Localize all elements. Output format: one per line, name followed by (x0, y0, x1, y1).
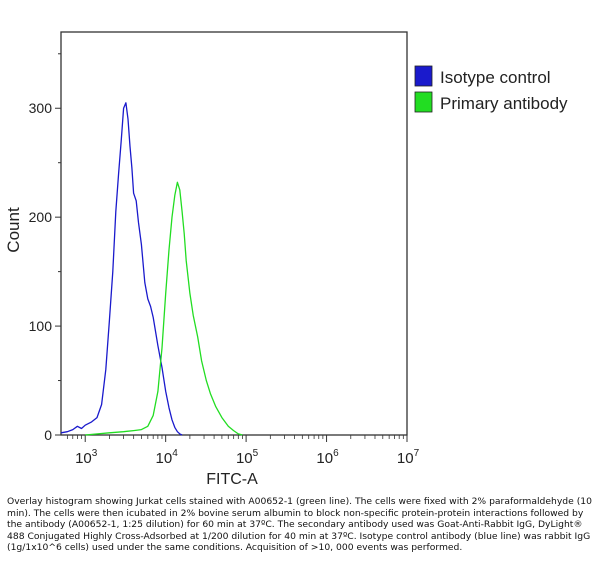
plot-series (60, 102, 243, 436)
legend-label: Isotype control (440, 68, 551, 87)
legend-swatch (414, 65, 433, 87)
flow-cytometry-histogram: 0 100 200 300 103 104 105 106 107 Isotype contr… (4, 31, 568, 488)
y-axis: 0 100 200 300 (29, 53, 61, 443)
x-tick-label: 105 (236, 448, 259, 467)
legend-swatch (414, 91, 433, 113)
x-axis: 103 104 105 106 107 (66, 435, 420, 467)
y-tick-label: 200 (29, 209, 53, 225)
series-line-1 (60, 102, 183, 436)
y-tick-label: 0 (44, 427, 52, 443)
figure-caption: Overlay histogram showing Jurkat cells s… (7, 496, 592, 554)
y-axis-label: Count (4, 207, 23, 253)
y-tick-label: 100 (29, 318, 53, 334)
x-tick-label: 103 (75, 448, 98, 467)
y-tick-label: 300 (29, 100, 53, 116)
x-axis-label: FITC-A (206, 471, 258, 488)
plot-frame (60, 31, 408, 436)
series-line-2 (85, 181, 243, 436)
legend: Isotype control Primary antibody (414, 65, 568, 113)
x-tick-label: 104 (156, 448, 179, 467)
x-tick-label: 106 (316, 448, 339, 467)
legend-label: Primary antibody (440, 94, 568, 113)
x-tick-label: 107 (397, 448, 420, 467)
